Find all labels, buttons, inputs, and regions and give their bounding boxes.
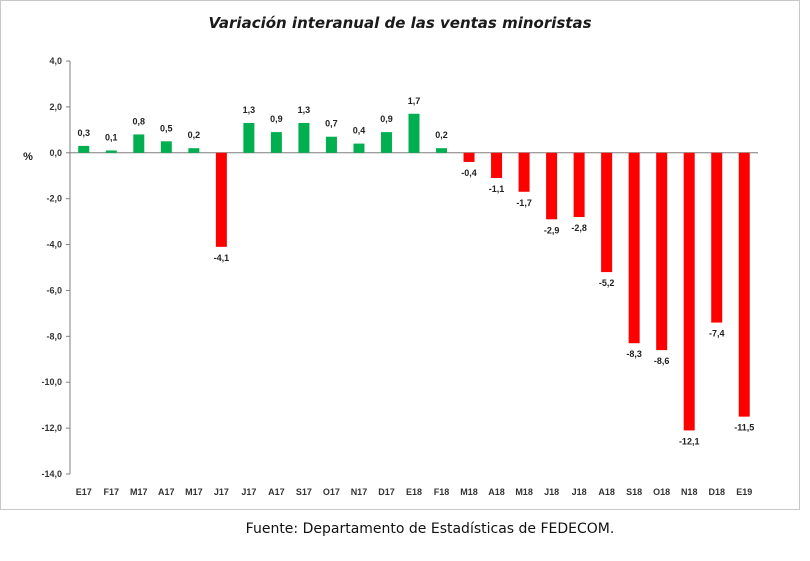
data-label: 0,1 [105, 132, 118, 142]
data-label: 1,3 [298, 105, 311, 115]
data-label: -8,3 [626, 349, 642, 359]
x-tick-label: N18 [681, 487, 698, 497]
y-tick-label: -12,0 [41, 423, 62, 433]
bar-chart: 4,0 2,0 0,0 -2,0 -4,0 -6,0 -8,0 -10,0 -12,0 -14,0… [23, 56, 758, 497]
data-label: 0,9 [380, 114, 393, 124]
data-label: 1,7 [408, 96, 421, 106]
x-tick-label: J18 [544, 487, 559, 497]
x-tick-label: A17 [268, 487, 285, 497]
data-label: 0,5 [160, 123, 173, 133]
data-label: 1,3 [243, 105, 256, 115]
y-tick-label: -8,0 [46, 331, 62, 341]
y-tick-label: 0,0 [49, 148, 62, 158]
data-label: -1,7 [516, 198, 532, 208]
bar [463, 152, 475, 162]
bar [215, 152, 227, 247]
bar [270, 132, 282, 153]
bar [380, 132, 392, 153]
bar [105, 150, 117, 153]
x-tick-label: J17 [214, 487, 229, 497]
chart-title: Variación interanual de las ventas minor… [208, 14, 592, 32]
x-tick-label: A18 [488, 487, 505, 497]
data-label: -7,4 [709, 329, 725, 339]
y-tick-label: -6,0 [46, 285, 62, 295]
x-tick-label: O18 [653, 487, 670, 497]
bar [133, 134, 145, 153]
x-tick-label: E19 [736, 487, 752, 497]
data-label: -2,8 [571, 223, 587, 233]
x-tick-label: F17 [104, 487, 120, 497]
x-tick-label: D17 [378, 487, 395, 497]
bar [628, 152, 640, 344]
bar [491, 152, 503, 179]
x-tick-label: A18 [598, 487, 615, 497]
bar [243, 122, 255, 153]
bar [353, 143, 365, 153]
y-axis-unit: % [23, 151, 33, 163]
data-label: 0,7 [325, 119, 338, 129]
x-tick-label: J17 [241, 487, 256, 497]
bar [78, 145, 90, 153]
x-tick-label: S17 [296, 487, 312, 497]
data-label: 0,2 [435, 130, 448, 140]
data-label: 0,8 [133, 116, 146, 126]
data-label: 0,4 [353, 126, 366, 136]
x-tick-label: M17 [185, 487, 203, 497]
bar [298, 122, 310, 153]
bar [738, 152, 750, 417]
bar [188, 148, 200, 153]
x-tick-label: F18 [434, 487, 450, 497]
bar [683, 152, 695, 431]
bar [546, 152, 558, 220]
y-tick-label: -10,0 [41, 377, 62, 387]
x-tick-label: D18 [708, 487, 725, 497]
y-tick-label: -14,0 [41, 469, 62, 479]
data-label: -4,1 [214, 253, 230, 263]
data-label: -1,1 [489, 184, 505, 194]
x-tick-label: E18 [406, 487, 422, 497]
x-tick-label: O17 [323, 487, 340, 497]
y-tick-label: 4,0 [49, 56, 62, 66]
bar [573, 152, 585, 218]
source-note: Fuente: Departamento de Estadísticas de … [245, 521, 615, 537]
bar [408, 113, 420, 153]
x-tick-label: M17 [130, 487, 148, 497]
data-label: 0,3 [78, 128, 91, 138]
x-tick-label: S18 [626, 487, 642, 497]
x-tick-label: J18 [572, 487, 587, 497]
bar [656, 152, 668, 351]
x-tick-label: M18 [460, 487, 478, 497]
data-label: -11,5 [734, 423, 754, 433]
bar [160, 141, 172, 153]
data-label: -8,6 [654, 356, 670, 366]
x-tick-label: N17 [351, 487, 368, 497]
x-tick-label: M18 [515, 487, 533, 497]
x-tick-label: A17 [158, 487, 175, 497]
data-label: -12,1 [679, 436, 700, 446]
y-tick-label: -2,0 [46, 194, 62, 204]
x-tick-label: E17 [76, 487, 92, 497]
data-label: -5,2 [599, 278, 615, 288]
bar [436, 148, 448, 153]
bar [711, 152, 723, 323]
bar [518, 152, 530, 192]
bar [325, 136, 337, 153]
data-label: -0,4 [461, 168, 477, 178]
y-tick-label: 2,0 [49, 102, 62, 112]
data-label: -2,9 [544, 225, 560, 235]
data-label: 0,9 [270, 114, 283, 124]
data-label: 0,2 [188, 130, 201, 140]
bar [601, 152, 613, 273]
y-tick-label: -4,0 [46, 240, 62, 250]
